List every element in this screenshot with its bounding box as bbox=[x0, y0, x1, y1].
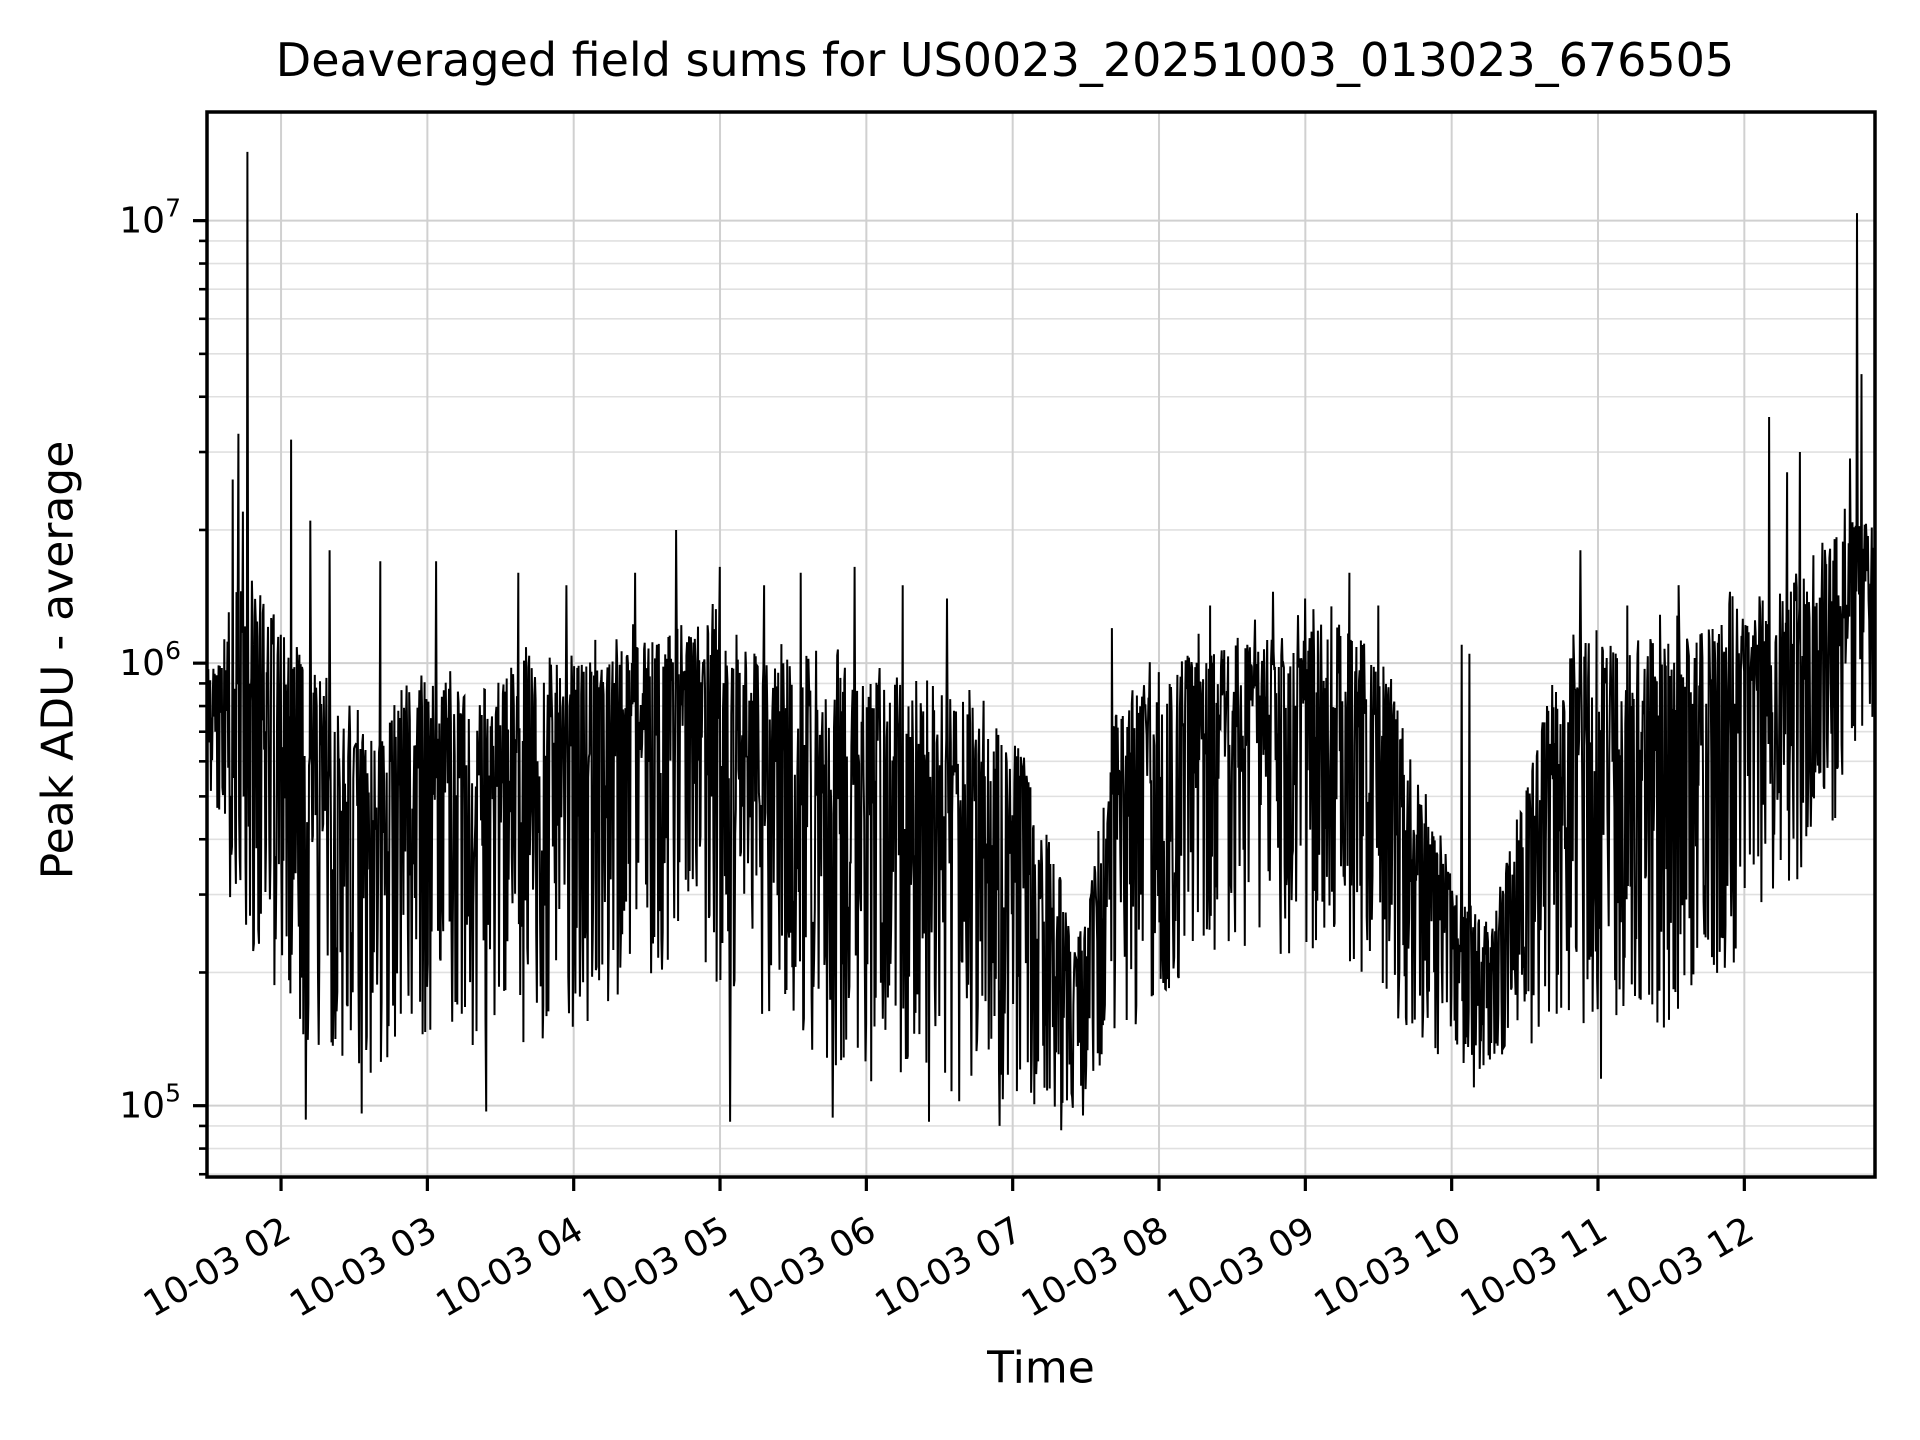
y-tick-label: 107 bbox=[119, 194, 181, 242]
x-tick-label: 10-03 05 bbox=[576, 1209, 737, 1325]
major-gridlines bbox=[207, 112, 1875, 1177]
timeseries-path bbox=[206, 151, 1876, 1131]
x-tick-label: 10-03 04 bbox=[430, 1209, 591, 1325]
y-axis-title: Peak ADU - average bbox=[32, 440, 84, 880]
chart-title: Deaveraged field sums for US0023_2025100… bbox=[275, 33, 1735, 87]
axes-spines bbox=[205, 110, 1877, 1179]
x-tick-label: 10-03 08 bbox=[1015, 1209, 1176, 1325]
x-tick-label: 10-03 10 bbox=[1307, 1209, 1468, 1325]
x-axis-title: Time bbox=[987, 1342, 1095, 1394]
series-line bbox=[206, 151, 1876, 1131]
axis-ticks bbox=[193, 219, 1746, 1191]
y-tick-label: 105 bbox=[119, 1079, 181, 1127]
x-tick-label: 10-03 12 bbox=[1600, 1209, 1761, 1325]
x-tick-label: 10-03 03 bbox=[283, 1209, 444, 1325]
x-tick-label: 10-03 07 bbox=[869, 1209, 1030, 1325]
plot-border bbox=[205, 110, 1877, 1179]
y-tick-label: 106 bbox=[119, 636, 181, 684]
x-tick-label: 10-03 02 bbox=[137, 1209, 298, 1325]
x-tick-label: 10-03 11 bbox=[1454, 1209, 1615, 1325]
x-tick-label: 10-03 06 bbox=[722, 1209, 883, 1325]
x-tick-label: 10-03 09 bbox=[1161, 1209, 1322, 1325]
